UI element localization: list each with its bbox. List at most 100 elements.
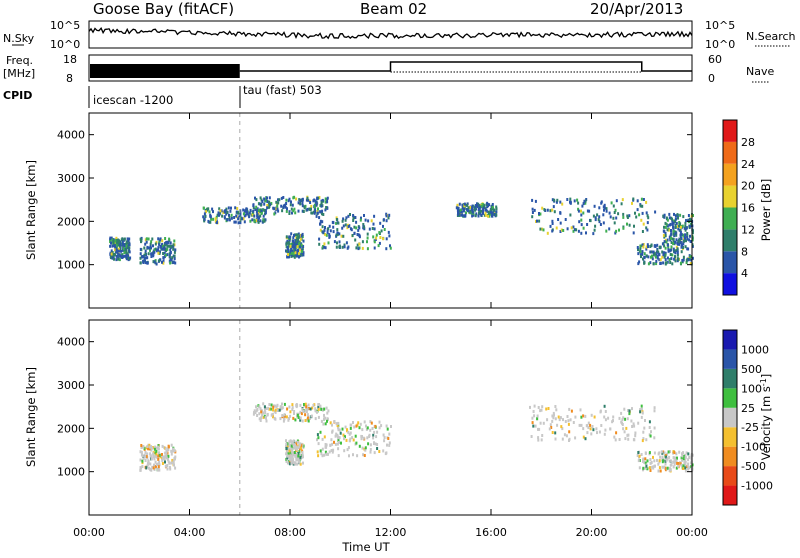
echo-cell [145, 256, 148, 260]
echo-cell [469, 209, 472, 213]
echo-cell [228, 218, 231, 222]
echo-cell [582, 202, 585, 206]
echo-cell [636, 454, 639, 457]
echo-cell [289, 452, 292, 456]
echo-cell [378, 426, 381, 430]
echo-cell [309, 201, 312, 204]
echo-cell [153, 260, 156, 264]
echo-cell [378, 450, 381, 453]
echo-cell [117, 241, 120, 244]
echo-cell [661, 460, 664, 464]
echo-cell [665, 240, 668, 244]
echo-cell [268, 403, 271, 406]
echo-cell [684, 236, 686, 240]
echo-cell [547, 407, 550, 410]
echo-cell [338, 436, 341, 440]
echo-cell [256, 207, 259, 211]
echo-cell [173, 239, 176, 243]
echo-cell [609, 215, 612, 219]
echo-cell [567, 422, 570, 426]
echo-cell [640, 407, 643, 411]
echo-cell [663, 235, 666, 239]
echo-cell [150, 240, 153, 244]
echo-cell [155, 262, 158, 266]
echo-cell [316, 210, 319, 213]
echo-cell [299, 246, 302, 250]
echo-cell [246, 210, 248, 214]
echo-cell [670, 245, 673, 249]
echo-cell [467, 206, 470, 210]
echo-cell [298, 447, 301, 451]
echo-cell [352, 421, 354, 424]
echo-cell [226, 211, 229, 215]
echo-cell [559, 230, 562, 233]
echo-cell [684, 245, 687, 249]
echo-cell [172, 449, 174, 453]
time-x-axis-label: Time UT [341, 540, 390, 554]
echo-cell [115, 236, 118, 240]
colorbar-tick-label: -100 [741, 441, 766, 454]
echo-cell [655, 253, 658, 257]
echo-cell [294, 462, 297, 466]
echo-cell [258, 202, 261, 206]
echo-cell [338, 441, 340, 444]
echo-cell [310, 207, 312, 211]
echo-cell [677, 462, 680, 465]
echo-cell [477, 203, 480, 207]
echo-cell [562, 229, 565, 232]
echo-cell [292, 416, 295, 420]
echo-cell [671, 222, 674, 226]
echo-cell [648, 451, 651, 455]
echo-cell [263, 408, 266, 412]
echo-cell [592, 214, 595, 218]
echo-cell [666, 260, 669, 264]
echo-cell [492, 208, 495, 212]
echo-cell [237, 211, 240, 215]
echo-cell [157, 458, 160, 461]
echo-cell [290, 448, 293, 452]
echo-cell [307, 419, 310, 423]
echo-cell [292, 236, 295, 240]
echo-cell [288, 447, 291, 451]
echo-cell [154, 247, 157, 251]
echo-cell [383, 228, 386, 231]
echo-cell [109, 238, 112, 242]
echo-cell [335, 233, 338, 237]
echo-cell [289, 410, 292, 414]
echo-cell [361, 428, 364, 432]
echo-cell [111, 256, 114, 260]
echo-cell [684, 469, 687, 473]
echo-cell [289, 414, 292, 418]
echo-cell [264, 209, 267, 212]
echo-cell [286, 255, 289, 259]
echo-cell [561, 427, 564, 431]
echo-cell [685, 261, 688, 265]
echo-cell [117, 243, 120, 247]
echo-cell [223, 215, 226, 219]
echo-cell [148, 447, 151, 451]
echo-cell [612, 204, 615, 208]
echo-cell [110, 236, 113, 240]
power-colorbar-label: Power [dB] [759, 179, 773, 242]
echo-cell [158, 460, 161, 464]
echo-cell [314, 206, 317, 210]
echo-cell [669, 463, 672, 467]
echo-cell [372, 235, 375, 239]
echo-cell [293, 252, 296, 256]
echo-cell [322, 213, 325, 216]
nave-tick-bottom: 0 [708, 72, 715, 85]
colorbar-tick-label: 24 [741, 158, 755, 171]
echo-cell [233, 220, 236, 224]
echo-cell [673, 212, 675, 216]
echo-cell [362, 436, 365, 440]
echo-cell [686, 235, 689, 239]
echo-cell [288, 238, 291, 242]
echo-cell [572, 225, 575, 229]
echo-cell [642, 198, 645, 201]
echo-cell [679, 225, 682, 229]
echo-cell [279, 417, 282, 421]
echo-cell [158, 453, 161, 457]
echo-cell [161, 462, 164, 465]
echo-cell [301, 202, 304, 206]
echo-cell [659, 469, 662, 473]
